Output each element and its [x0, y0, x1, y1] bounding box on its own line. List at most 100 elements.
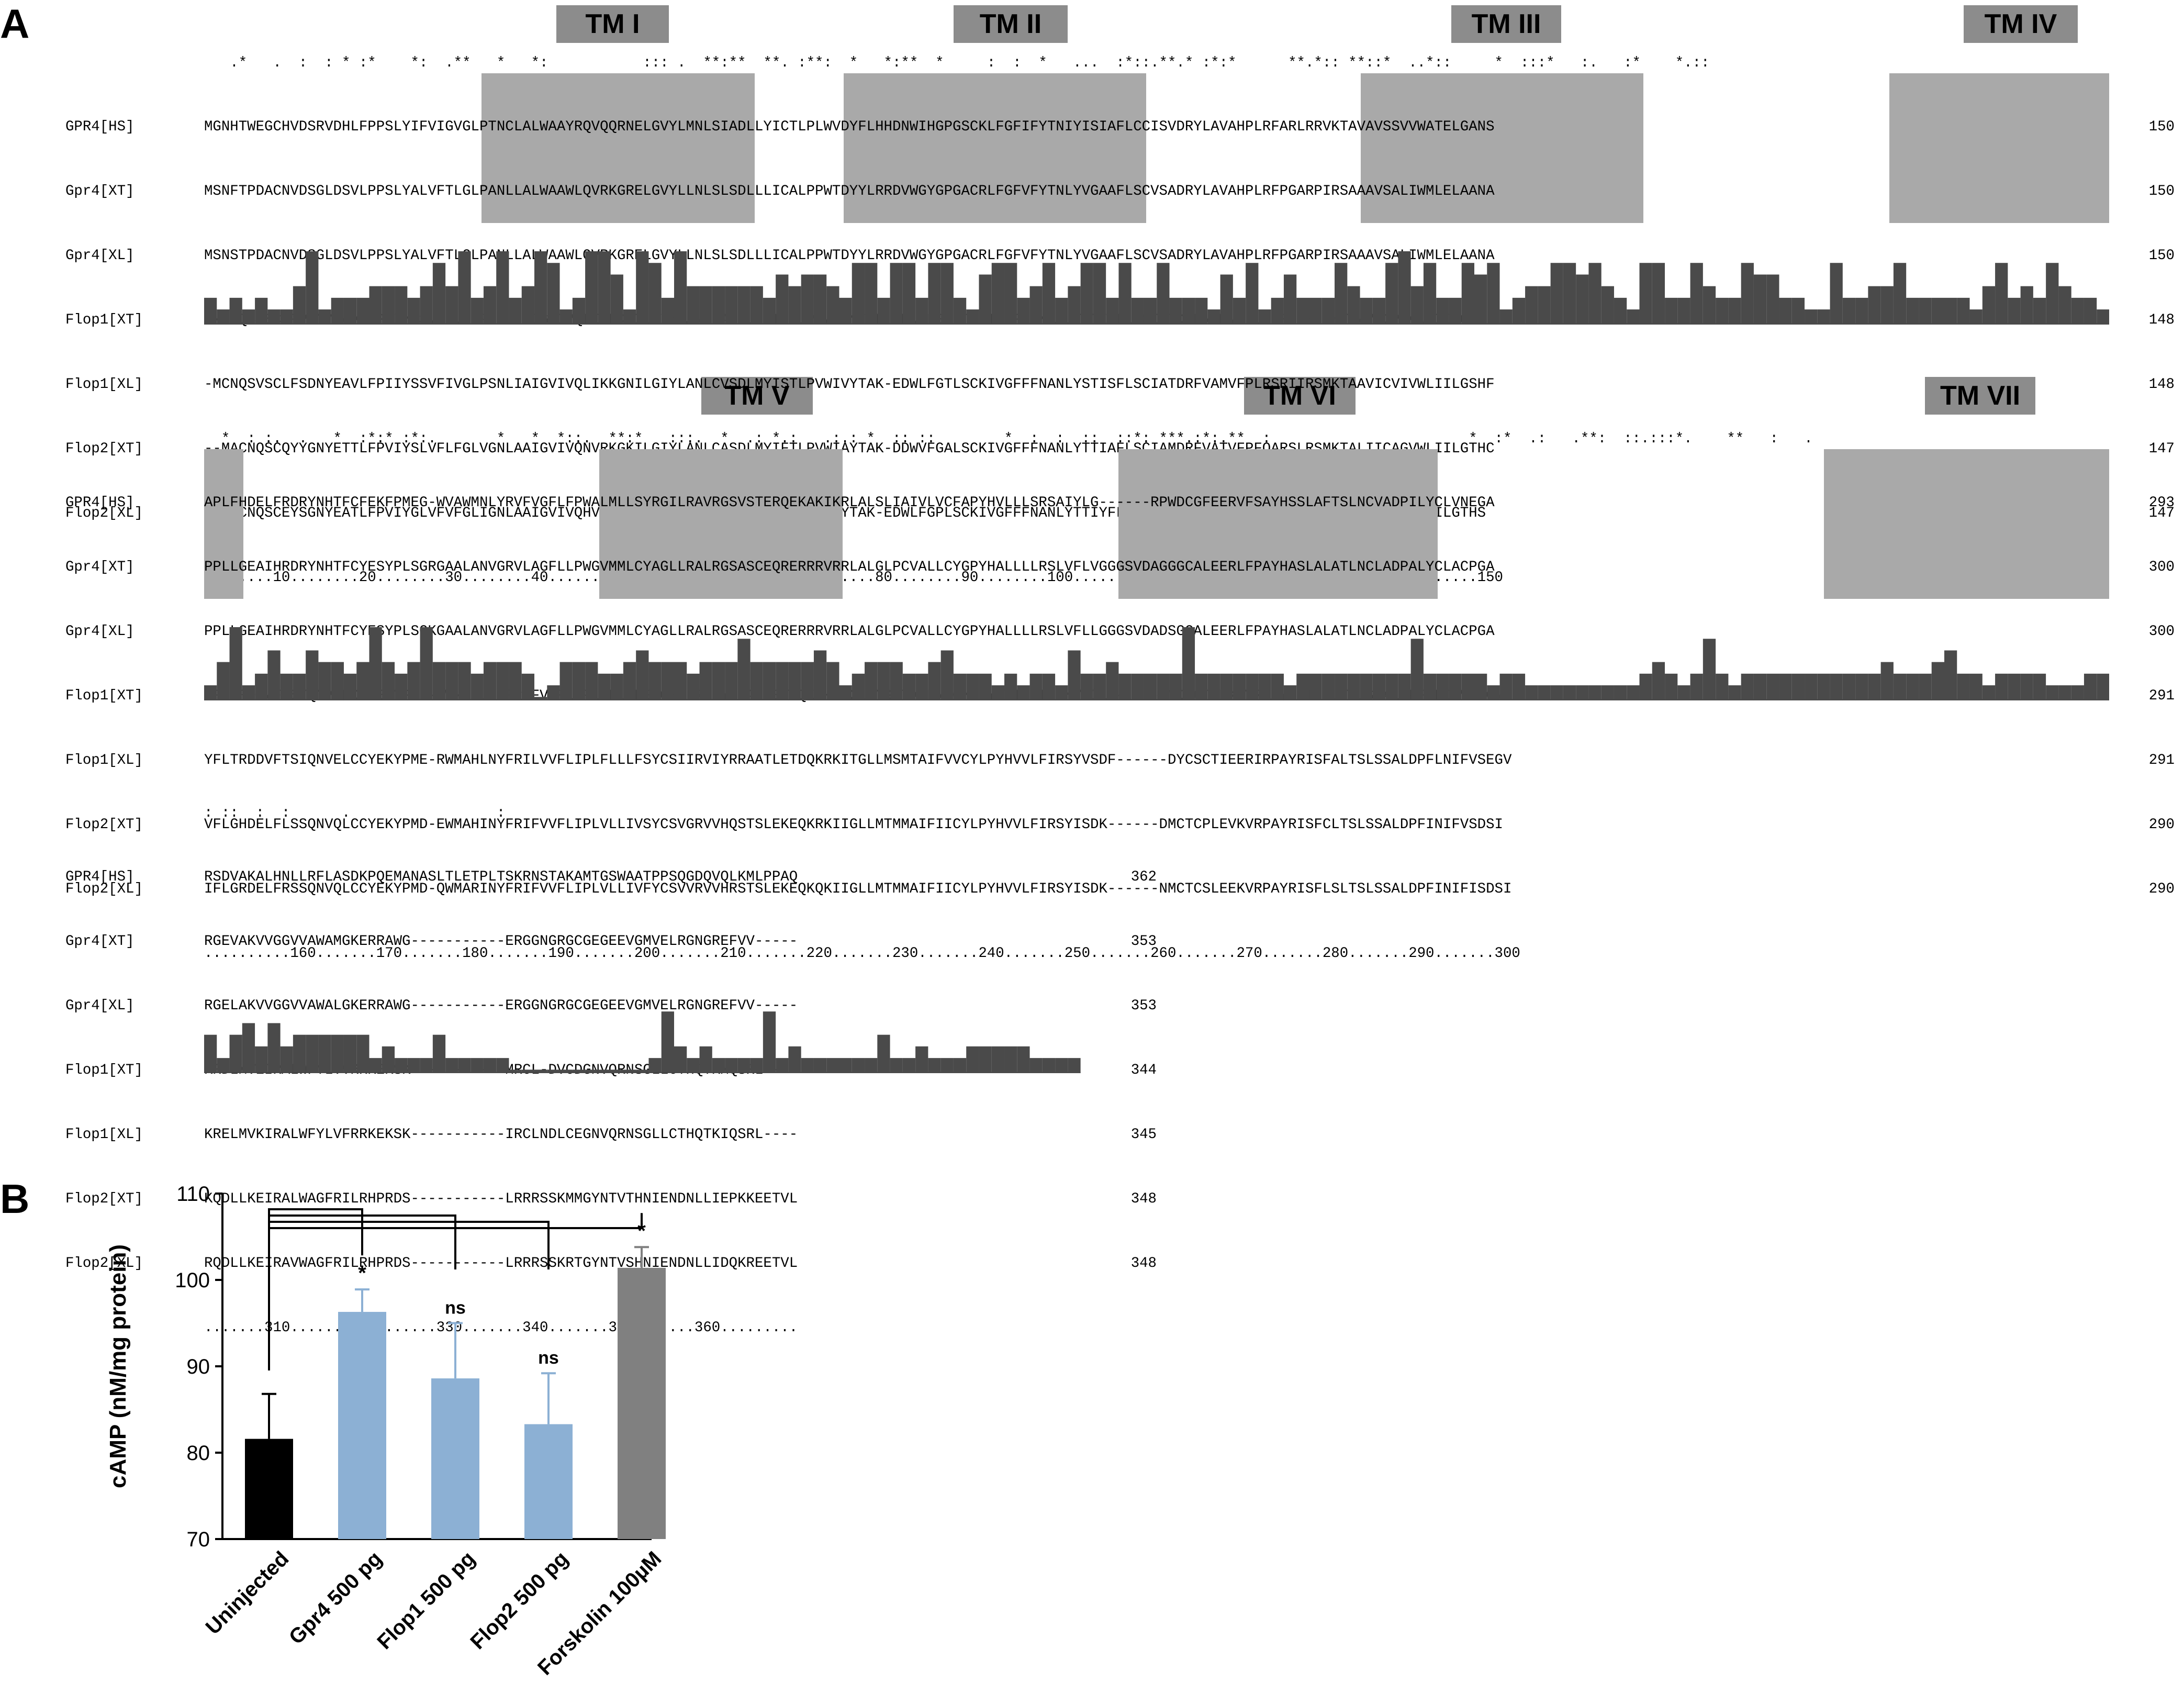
- conservation-bar: [661, 1011, 674, 1073]
- conservation-bar: [699, 662, 712, 700]
- conservation-bar: [725, 1058, 738, 1073]
- sequence-row: MSNSTPDACNVDSGLDSVLPPSLYALVFTLGLPANLLALW…: [204, 248, 1495, 264]
- bar: [245, 1439, 293, 1539]
- end-number: 300: [2148, 559, 2175, 575]
- conservation-bar: [725, 662, 738, 700]
- conservation-bar: [306, 251, 319, 325]
- conservation-bar: [1855, 297, 1868, 325]
- conservation-bar: [1157, 673, 1170, 700]
- conservation-bar: [496, 662, 509, 700]
- significance-label: ns: [538, 1348, 559, 1368]
- conservation-bar: [839, 297, 852, 325]
- conservation-bar: [1042, 1058, 1056, 1073]
- species-label: Flop1[XT]: [65, 688, 143, 704]
- bar: [618, 1267, 666, 1539]
- conservation-bar: [826, 286, 839, 325]
- conservation-bar: [1601, 286, 1614, 325]
- conservation-bar: [1512, 673, 1526, 700]
- sequence-row: MGNHTWEGCHVDSRVDHLFPPSLYIFVIGVGLPTNCLALW…: [204, 119, 1495, 135]
- conservation-bar: [1004, 263, 1017, 325]
- conservation-bar: [318, 662, 331, 700]
- conservation-bar: [991, 1046, 1005, 1073]
- conservation-bar: [280, 1046, 293, 1073]
- conservation-bar: [204, 1034, 217, 1073]
- conservation-bar: [407, 297, 420, 325]
- camp-bar-chart: 70 80 90 100 110 cAMP (nM/mg protein) Uninject…: [79, 1167, 707, 1704]
- species-label: Flop2[XT]: [65, 1191, 143, 1207]
- end-number: 290: [2148, 881, 2175, 897]
- conservation-bar: [839, 685, 852, 700]
- conservation-bar: [534, 251, 547, 325]
- conservation-bar: [471, 1058, 484, 1073]
- conservation-bar: [750, 286, 763, 325]
- bar: [338, 1312, 386, 1539]
- conservation-bar: [877, 1034, 890, 1073]
- species-label: Flop1[XT]: [65, 1062, 143, 1078]
- conservation-bar: [788, 662, 801, 700]
- species-label: Flop1[XL]: [65, 376, 143, 393]
- conservation-bar: [1144, 673, 1157, 700]
- species-label: Gpr4[XL]: [65, 623, 135, 640]
- conservation-bar: [1131, 673, 1144, 700]
- sequence-row: PPLLGEAIHRDRYNHTFCYESYPLSGRGAALANVGRVLAG…: [204, 559, 1495, 575]
- conservation-bar: [1677, 297, 1690, 325]
- conservation-bar: [1753, 673, 1767, 700]
- conservation-bar: [902, 263, 916, 325]
- conservation-bar: [1627, 685, 1640, 700]
- conservation-bar: [966, 673, 979, 700]
- conservation-bar: [1588, 685, 1601, 700]
- conservation-bar: [1995, 263, 2008, 325]
- conservation-bar: [1969, 309, 1983, 325]
- conservation-bar: [902, 673, 916, 700]
- conservation-bar: [356, 297, 369, 325]
- sequence-row: PPLLGEAIHRDRYNHTFCYESYPLSGKGAALANVGRVLAG…: [204, 623, 1495, 640]
- conservation-bar: [610, 274, 623, 325]
- y-tick-label: 80: [187, 1442, 210, 1465]
- conservation-bar: [2058, 286, 2071, 325]
- conservation-bar: [343, 673, 357, 700]
- conservation-bar: [1398, 673, 1411, 700]
- alignment-block-1-names: GPR4[HS] Gpr4[XT] Gpr4[XL] Flop1[XT] Flo…: [65, 73, 143, 545]
- conservation-bar: [1969, 673, 1983, 700]
- conservation-bar: [1830, 673, 1843, 700]
- conservation-bar: [979, 673, 992, 700]
- conservation-bar: [280, 309, 293, 325]
- conservation-bar: [1461, 263, 1474, 325]
- species-label: Gpr4[XL]: [65, 248, 135, 264]
- species-label: GPR4[HS]: [65, 495, 135, 511]
- comparison-bracket: [268, 1221, 550, 1370]
- conservation-bar: [623, 1069, 636, 1073]
- y-tick-label: 90: [187, 1355, 210, 1378]
- conservation-bar: [1639, 263, 1652, 325]
- conservation-bar: [204, 297, 217, 325]
- conservation-bar: [1410, 286, 1424, 325]
- alignment-block-3-end-numbers: 362 353 353 344 345 348 348: [1115, 823, 1157, 1296]
- conservation-bar: [2058, 685, 2071, 700]
- conservation-bar: [356, 1034, 369, 1073]
- conservation-bar: [1055, 297, 1068, 325]
- conservation-bar: [585, 251, 598, 325]
- conservation-bar: [2097, 309, 2109, 325]
- conservation-bar: [1321, 297, 1335, 325]
- conservation-bar: [1017, 1046, 1030, 1073]
- conservation-bar: [852, 673, 865, 700]
- species-label: Flop2[XL]: [65, 1255, 143, 1272]
- conservation-bar: [242, 309, 255, 325]
- conservation-bar: [1944, 650, 1957, 700]
- tm-label: TM I: [556, 5, 669, 43]
- conservation-bar: [496, 1058, 509, 1073]
- conservation-bar: [509, 297, 522, 325]
- conservation-bar: [559, 309, 573, 325]
- conservation-bar: [1029, 1058, 1043, 1073]
- conservation-bar: [1563, 685, 1576, 700]
- conservation-bar: [2033, 297, 2046, 325]
- conservation-bar: [776, 662, 789, 700]
- conservation-bar: [750, 1058, 763, 1073]
- alignment-block-3-names: GPR4[HS] Gpr4[XT] Gpr4[XL] Flop1[XT] Flo…: [65, 823, 143, 1296]
- conservation-bar: [801, 274, 814, 325]
- conservation-bar: [395, 286, 408, 325]
- conservation-bar: [1385, 263, 1398, 325]
- conservation-bar: [1335, 673, 1348, 700]
- conservation-bar: [1093, 263, 1106, 325]
- conservation-bar: [280, 673, 293, 700]
